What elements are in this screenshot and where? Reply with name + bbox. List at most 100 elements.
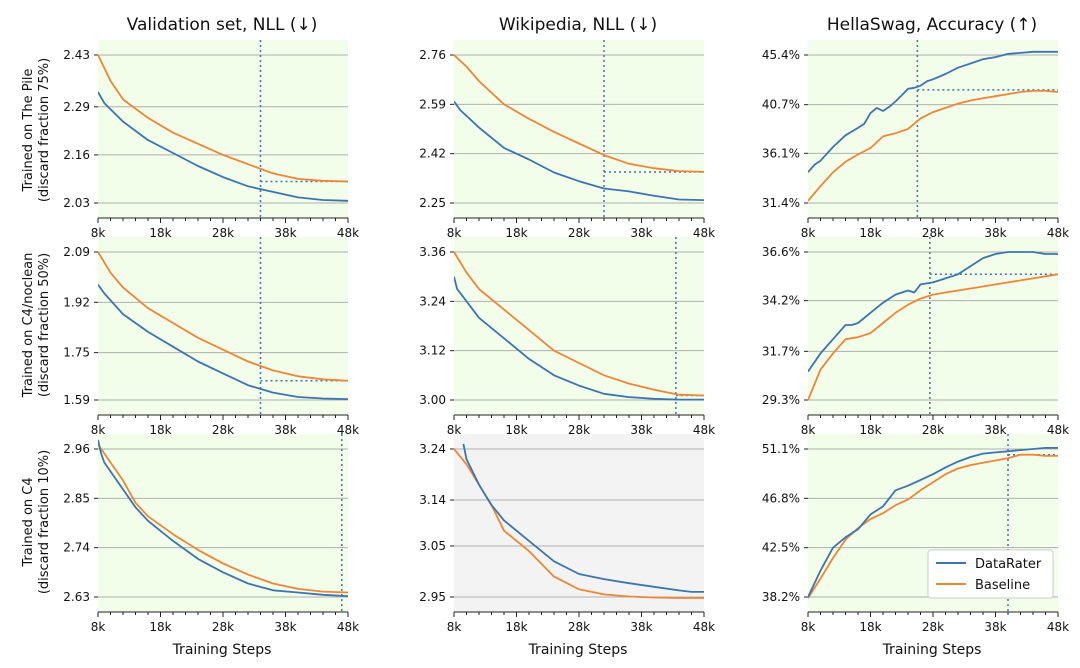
x-axis-label: Training Steps <box>882 642 982 658</box>
series-line-datarater <box>454 100 704 201</box>
y-tick-label: 31.7% <box>762 344 800 358</box>
x-tick-label: 48k <box>1047 620 1069 634</box>
x-tick-label: 28k <box>922 226 944 240</box>
x-tick-label: 18k <box>505 620 527 634</box>
series-line-datarater <box>98 439 348 597</box>
x-tick-label: 8k <box>447 226 462 240</box>
y-tick-label: 3.24 <box>419 442 446 456</box>
x-tick-label: 18k <box>859 226 881 240</box>
chart-panel-c4noclean-validation: 1.59 1.75 1.92 2.09 8k 18k 28k 38k 48k <box>63 237 359 437</box>
x-tick-label: 38k <box>274 423 296 437</box>
chart-panel-c4-validation: 2.63 2.74 2.85 2.96 8k 18k 28k 38k 48k <box>63 434 359 634</box>
y-tick-label: 2.42 <box>419 147 446 161</box>
x-tick-label: 28k <box>212 423 234 437</box>
x-tick-label: 48k <box>693 423 715 437</box>
x-tick-label: 48k <box>337 226 359 240</box>
legend: DataRater Baseline <box>927 549 1054 599</box>
x-tick-label: 8k <box>447 620 462 634</box>
chart-panel-c4-hellaswag: 38.2% 42.5% 46.8% 51.1% 8k 18k 28k 38k 48k <box>762 434 1069 634</box>
y-tick-label: 2.09 <box>63 245 90 259</box>
x-axis-label: Training Steps <box>528 642 628 658</box>
y-tick-label: 2.74 <box>63 541 90 555</box>
svg-text:(discard fraction 10%): (discard fraction 10%) <box>37 450 52 594</box>
y-tick-label: 38.2% <box>762 590 800 604</box>
series-line-baseline <box>98 251 348 382</box>
column-title: HellaSwag, Accuracy (↑) <box>827 15 1037 35</box>
plot-background <box>454 40 704 218</box>
y-tick-label: 34.2% <box>762 294 800 308</box>
x-tick-label: 38k <box>274 620 296 634</box>
x-tick-label: 28k <box>568 423 590 437</box>
series-line-baseline <box>454 54 704 173</box>
x-tick-label: 8k <box>801 423 816 437</box>
y-tick-label: 2.96 <box>63 442 90 456</box>
series-line-baseline <box>98 443 348 594</box>
series-line-datarater <box>808 50 1058 173</box>
y-tick-label: 3.24 <box>419 294 446 308</box>
x-tick-label: 28k <box>212 226 234 240</box>
x-tick-label: 28k <box>922 423 944 437</box>
y-tick-label: 2.25 <box>419 196 446 210</box>
x-tick-label: 8k <box>91 226 106 240</box>
x-tick-label: 48k <box>693 620 715 634</box>
series-line-datarater <box>808 251 1058 373</box>
series-line-datarater <box>808 446 1058 598</box>
x-tick-label: 18k <box>859 620 881 634</box>
series-line-baseline <box>808 90 1058 202</box>
y-tick-label: 36.1% <box>762 146 800 160</box>
series-line-baseline <box>808 273 1058 401</box>
row-label: Trained on The Pile (discard fraction 75… <box>21 58 52 202</box>
x-tick-label: 8k <box>91 423 106 437</box>
series-line-baseline <box>454 251 704 397</box>
y-tick-label: 2.63 <box>63 590 90 604</box>
chart-panel-pile-hellaswag: 31.4% 36.1% 40.7% 45.4% 8k 18k 28k 38k 48k <box>762 40 1069 240</box>
y-tick-label: 1.59 <box>63 393 90 407</box>
y-tick-label: 36.6% <box>762 245 800 259</box>
svg-text:Trained on C4/noclean: Trained on C4/noclean <box>21 253 36 399</box>
y-tick-label: 31.4% <box>762 196 800 210</box>
series-line-baseline <box>808 453 1058 599</box>
plot-background <box>454 434 704 612</box>
y-tick-label: 3.05 <box>419 539 446 553</box>
x-tick-label: 38k <box>630 226 652 240</box>
chart-panel-c4noclean-hellaswag: 29.3% 31.7% 34.2% 36.6% 8k 18k 28k 38k 48k <box>762 237 1069 437</box>
y-tick-label: 3.14 <box>419 493 446 507</box>
y-tick-label: 3.12 <box>419 344 446 358</box>
plot-background <box>454 237 704 415</box>
svg-text:Trained on The Pile: Trained on The Pile <box>21 69 36 193</box>
chart-panel-pile-wikipedia: 2.25 2.42 2.59 2.76 8k 18k 28k 38k 48k <box>419 40 715 240</box>
series-line-datarater <box>98 284 348 400</box>
y-tick-label: 3.00 <box>419 393 446 407</box>
x-tick-label: 28k <box>568 620 590 634</box>
x-tick-label: 28k <box>568 226 590 240</box>
y-tick-label: 51.1% <box>762 442 800 456</box>
x-tick-label: 18k <box>859 423 881 437</box>
x-tick-label: 18k <box>505 226 527 240</box>
x-tick-label: 48k <box>337 423 359 437</box>
y-tick-label: 29.3% <box>762 393 800 407</box>
y-tick-label: 1.92 <box>63 295 90 309</box>
chart-panel-c4noclean-wikipedia: 3.00 3.12 3.24 3.36 8k 18k 28k 38k 48k <box>419 237 715 437</box>
x-tick-label: 48k <box>1047 423 1069 437</box>
y-tick-label: 2.43 <box>63 48 90 62</box>
plot-background <box>98 40 348 218</box>
chart-panel-pile-validation: 2.03 2.16 2.29 2.43 8k 18k 28k 38k 48k <box>63 40 359 240</box>
y-tick-label: 3.36 <box>419 245 446 259</box>
y-tick-label: 2.59 <box>419 97 446 111</box>
y-tick-label: 2.03 <box>63 196 90 210</box>
x-tick-label: 8k <box>447 423 462 437</box>
y-tick-label: 46.8% <box>762 491 800 505</box>
legend-label-baseline: Baseline <box>975 578 1030 593</box>
y-tick-label: 2.85 <box>63 491 90 505</box>
x-tick-label: 18k <box>149 423 171 437</box>
x-tick-label: 8k <box>801 226 816 240</box>
svg-text:(discard fraction 50%): (discard fraction 50%) <box>37 253 52 397</box>
x-tick-label: 8k <box>91 620 106 634</box>
row-label: Trained on C4/noclean (discard fraction … <box>21 253 52 399</box>
y-tick-label: 1.75 <box>63 346 90 360</box>
svg-text:(discard fraction 75%): (discard fraction 75%) <box>37 58 52 202</box>
x-axis-label: Training Steps <box>172 642 272 658</box>
legend-label-datarater: DataRater <box>975 557 1042 572</box>
